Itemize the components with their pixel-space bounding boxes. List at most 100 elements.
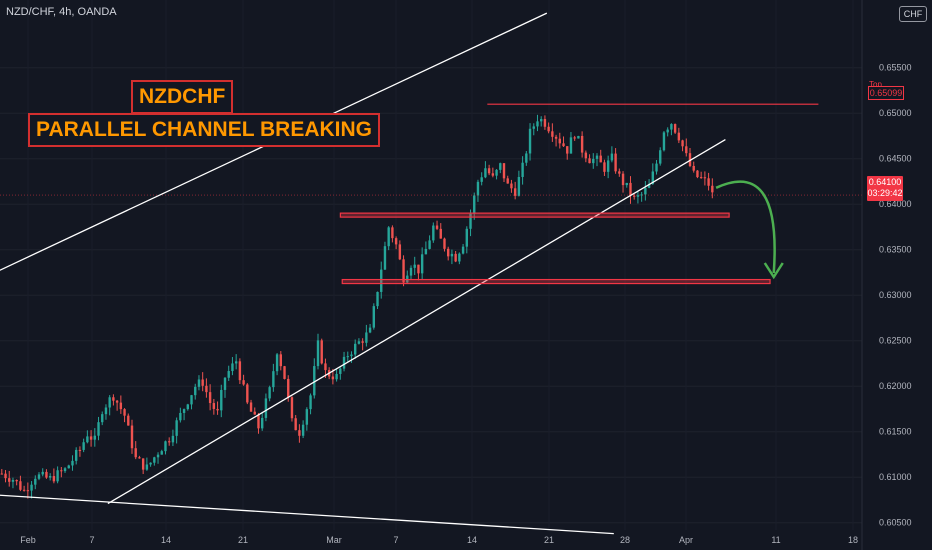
candle-body <box>357 341 361 344</box>
support-zone <box>341 278 771 285</box>
candle-body <box>242 380 245 385</box>
symbol-title[interactable]: NZD/CHF, 4h, OANDA <box>6 6 117 18</box>
candle-body <box>294 418 297 431</box>
candle-body <box>238 361 242 381</box>
candle-body <box>562 143 565 147</box>
price-tick-label: 0.60500 <box>879 518 912 528</box>
candle-body <box>101 414 104 423</box>
candle-body <box>56 470 59 482</box>
candle-body <box>536 121 539 127</box>
grid <box>0 67 862 524</box>
candle-body <box>595 155 599 159</box>
channel-upper-line <box>0 12 548 271</box>
time-tick-label: 21 <box>238 535 248 545</box>
candle-body <box>696 170 699 178</box>
candle-body <box>182 409 186 413</box>
candle-body <box>432 225 435 241</box>
candle-body <box>313 366 316 396</box>
candle-body <box>82 442 85 450</box>
candle-body <box>316 340 320 367</box>
candle-body <box>670 124 673 130</box>
time-tick-label: 7 <box>89 535 94 545</box>
candle-body <box>208 392 212 404</box>
candle-body <box>491 173 495 176</box>
candle-body <box>71 460 74 466</box>
candle-body <box>48 476 52 478</box>
candle-body <box>290 397 294 419</box>
candle-body <box>692 165 695 171</box>
candle-body <box>89 436 93 440</box>
candle-body <box>249 402 253 412</box>
candle-body <box>272 371 275 388</box>
top-label: Top <box>869 80 882 89</box>
candle-body <box>127 415 130 426</box>
candle-body <box>517 176 521 196</box>
candle-body <box>175 420 178 436</box>
candle-body <box>119 402 123 410</box>
candle-body <box>603 162 606 172</box>
time-tick-label: 14 <box>467 535 477 545</box>
candle-body <box>75 449 78 461</box>
candle-body <box>487 168 491 174</box>
candle-body <box>465 228 468 247</box>
candle-body <box>112 397 115 401</box>
candle-body <box>577 135 580 139</box>
candle-body <box>205 385 208 393</box>
time-tick-label: Mar <box>326 535 342 545</box>
candle-body <box>153 457 156 463</box>
candle-body <box>506 178 509 184</box>
candle-body <box>633 195 636 197</box>
candle-body <box>614 153 617 172</box>
candle-body <box>681 140 684 147</box>
candle-body <box>476 181 480 196</box>
candle-body <box>320 340 323 364</box>
candle-body <box>67 465 70 469</box>
candle-body <box>309 395 312 410</box>
candle-body <box>699 177 703 179</box>
projection-arrow <box>715 180 776 274</box>
candle-body <box>234 361 238 364</box>
candle-body <box>22 489 26 491</box>
candle-body <box>599 155 602 163</box>
price-tick-label: 0.64000 <box>879 199 912 209</box>
candle-body <box>335 373 338 380</box>
candle-body <box>305 409 309 425</box>
candle-body <box>703 177 707 179</box>
candle-body <box>287 378 290 398</box>
candle-body <box>45 471 48 478</box>
candle-body <box>354 343 357 355</box>
candles <box>0 114 714 499</box>
candle-body <box>197 379 201 387</box>
price-tick-label: 0.65000 <box>879 108 912 118</box>
candle-body <box>342 356 346 369</box>
price-tick-label: 0.65500 <box>879 63 912 73</box>
candle-body <box>473 195 476 214</box>
candle-body <box>145 464 149 470</box>
candle-body <box>625 182 628 186</box>
candle-body <box>402 259 405 283</box>
candle-body <box>60 470 63 472</box>
candle-body <box>447 248 450 257</box>
price-tick-label: 0.62500 <box>879 336 912 346</box>
candle-body <box>231 363 234 372</box>
candle-body <box>41 471 44 475</box>
candle-body <box>551 131 554 137</box>
candle-body <box>417 264 420 274</box>
currency-badge[interactable]: CHF <box>899 6 927 22</box>
candle-body <box>123 409 126 416</box>
candle-body <box>383 246 387 270</box>
axes: 0.60500 0.61000 0.61500 0.62000 0.62500 0.630… <box>20 0 912 550</box>
candle-body <box>420 254 424 274</box>
candle-body <box>610 153 614 161</box>
candle-body <box>63 468 67 472</box>
candle-body <box>15 479 18 482</box>
candle-body <box>149 462 152 465</box>
candle-body <box>108 397 111 408</box>
candle-body <box>495 169 498 176</box>
candle-body <box>662 132 666 151</box>
candle-body <box>279 354 282 367</box>
candle-body <box>380 269 383 292</box>
candle-body <box>350 354 353 357</box>
candle-body <box>194 386 197 396</box>
